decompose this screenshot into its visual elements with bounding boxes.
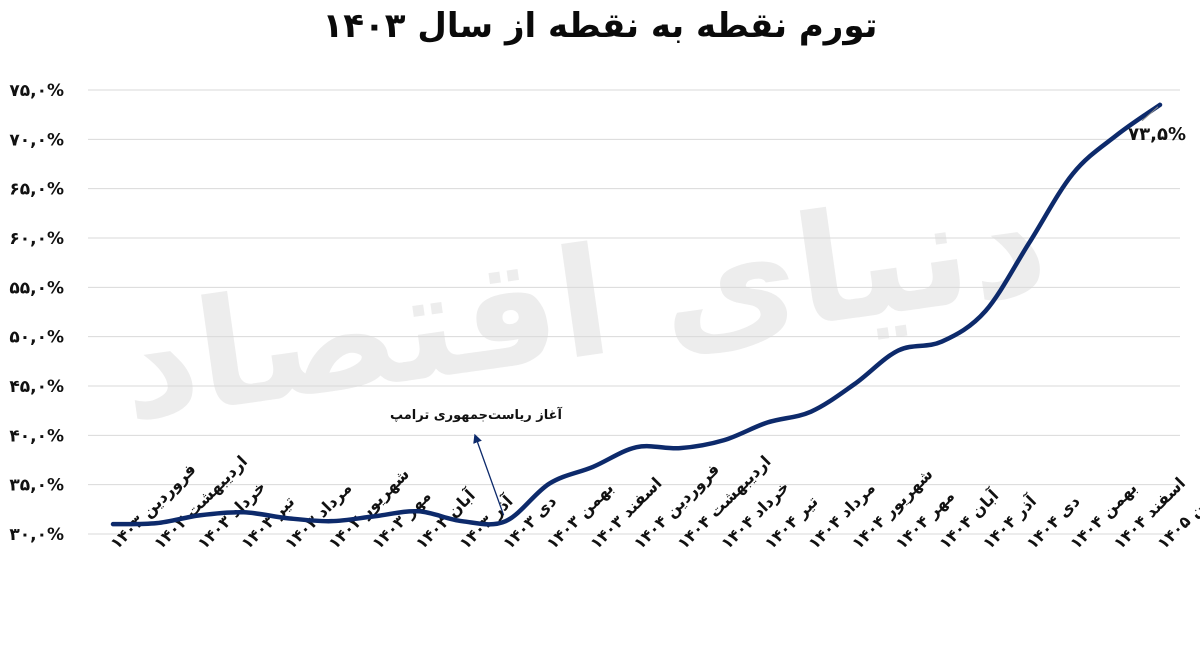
series-line — [110, 102, 1163, 527]
end-value-label: ۷۳,۵% — [1128, 124, 1186, 145]
annotation-arrow — [473, 433, 505, 516]
y-axis-tick-labels: ۳۰,۰% ۳۵,۰% ۴۰,۰% ۴۵,۰% ۵۰,۰% ۵۵,۰% ۶۰,۰% ۶۵,۰%… — [9, 81, 64, 545]
y-tick-label: ۵۵,۰% — [9, 278, 64, 298]
y-tick-label: ۶۵,۰% — [9, 180, 64, 200]
y-tick-label: ۷۵,۰% — [9, 81, 64, 101]
chart-title: تورم نقطه به نقطه از سال ۱۴۰۳ — [322, 6, 878, 46]
annotations: آغاز ریاست‌جمهوری ترامپ ۷۳,۵% — [390, 106, 1186, 516]
y-tick-label: ۵۰,۰% — [9, 328, 64, 348]
trump-inauguration-annotation: آغاز ریاست‌جمهوری ترامپ — [390, 406, 563, 423]
watermark-text: دنیای اقتصاد — [109, 153, 1057, 455]
grid-lines — [88, 89, 1180, 535]
y-tick-label: ۴۰,۰% — [9, 426, 64, 446]
y-tick-label: ۳۰,۰% — [9, 525, 64, 545]
end-value-leader-line — [1141, 106, 1159, 122]
y-tick-label: ۷۰,۰% — [9, 130, 64, 150]
y-tick-label: ۴۵,۰% — [9, 377, 64, 397]
y-tick-label: ۶۰,۰% — [9, 229, 64, 249]
y-tick-label: ۳۵,۰% — [9, 476, 64, 496]
